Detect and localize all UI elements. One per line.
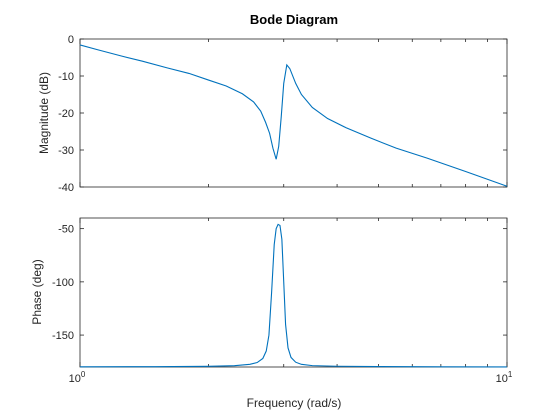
magnitude-y-axis-label: Magnitude (dB) [37,72,51,154]
phase-series-line [79,223,508,368]
chart-title: Bode Diagram [250,12,338,27]
magnitude-y-tick-label: -20 [58,108,74,120]
x-tick-label: 101 [496,370,513,385]
magnitude-y-tick-label: -10 [58,71,74,83]
magnitude-series-line [79,44,508,187]
phase-y-axis-label: Phase (deg) [30,259,44,324]
magnitude-y-tick-label: -40 [58,182,74,194]
phase-y-tick-label: -50 [58,224,74,236]
x-tick-label: 100 [69,370,86,385]
magnitude-ticks: 0 -10 -20 -30 -40 [58,34,508,194]
magnitude-axes: 0 -10 -20 -30 -40 Magnitude (dB) [37,34,508,194]
phase-y-tick-label: -100 [52,277,74,289]
phase-axes: -50 -100 -150 Phase (deg) [30,217,508,368]
phase-y-tick-label: -150 [52,330,74,342]
x-tick-labels: 100 101 [69,370,513,385]
phase-plot-box [79,217,508,368]
x-axis-label: Frequency (rad/s) [247,396,342,410]
phase-ticks: -50 -100 -150 [52,218,508,367]
magnitude-y-tick-label: 0 [68,34,74,46]
magnitude-y-tick-label: -30 [58,145,74,157]
